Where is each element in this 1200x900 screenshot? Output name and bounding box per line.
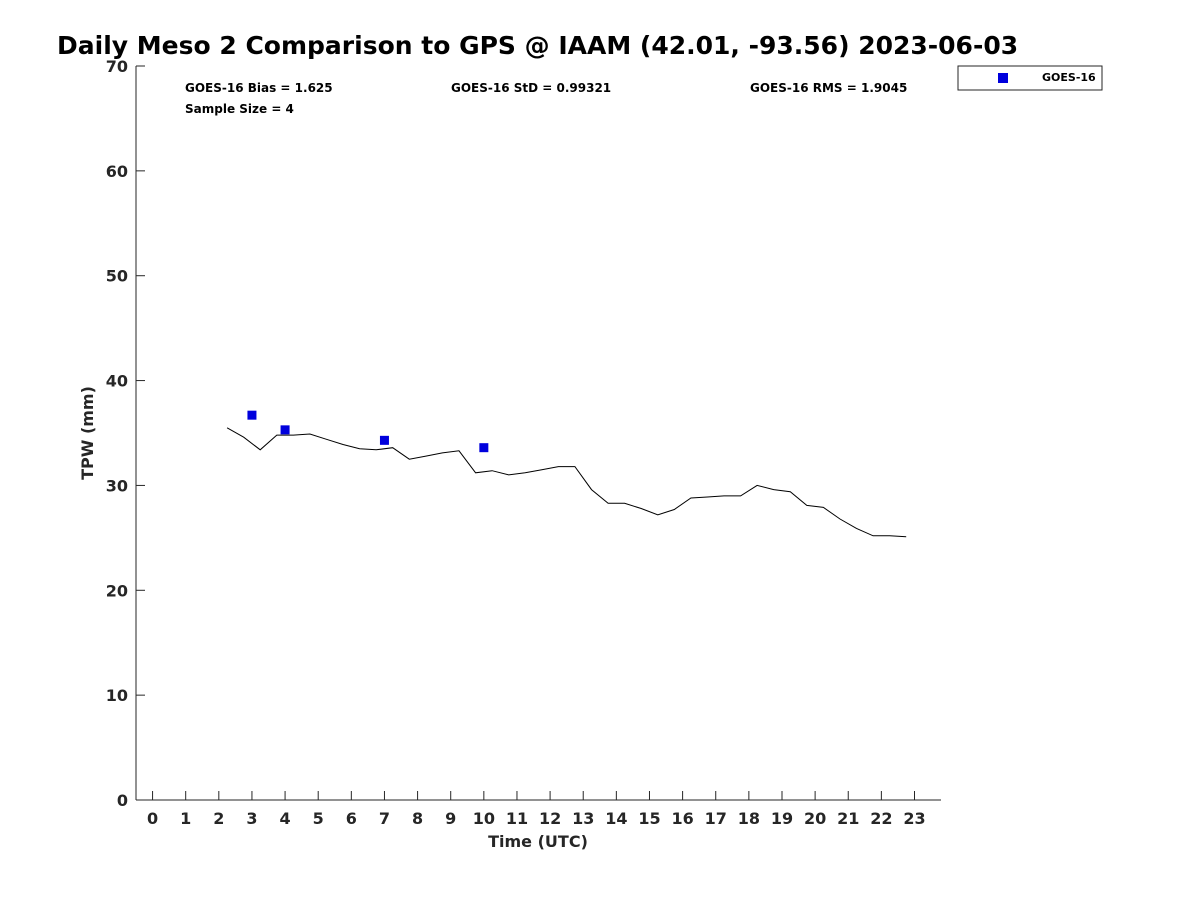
x-tick-label: 23: [903, 809, 925, 828]
x-tick-label: 15: [638, 809, 660, 828]
x-tick-label: 5: [313, 809, 324, 828]
gps-tpw-line: [226, 427, 907, 538]
goes16-point: [379, 435, 389, 445]
x-tick-label: 7: [379, 809, 390, 828]
x-tick-label: 13: [572, 809, 594, 828]
y-tick-label: 10: [106, 686, 128, 705]
x-tick-label: 19: [771, 809, 793, 828]
x-tick-label: 22: [870, 809, 892, 828]
stat-std: GOES-16 StD = 0.99321: [451, 81, 611, 95]
stat-sample-size: Sample Size = 4: [185, 102, 294, 116]
legend-marker-goes16: [998, 73, 1008, 83]
x-tick-label: 12: [539, 809, 561, 828]
x-tick-label: 9: [445, 809, 456, 828]
x-tick-label: 1: [180, 809, 191, 828]
legend-box: [957, 65, 1103, 91]
y-ticks: 0 10 20 30 40 50 60 70: [106, 57, 145, 810]
y-tick-label: 20: [106, 581, 128, 600]
x-tick-label: 20: [804, 809, 826, 828]
x-tick-label: 11: [506, 809, 528, 828]
x-tick-label: 8: [412, 809, 423, 828]
stat-bias: GOES-16 Bias = 1.625: [185, 81, 333, 95]
x-tick-label: 0: [147, 809, 158, 828]
y-axis-label: TPW (mm): [78, 386, 97, 480]
x-axis-label: Time (UTC): [488, 832, 588, 851]
x-tick-label: 16: [671, 809, 693, 828]
x-tick-label: 10: [473, 809, 495, 828]
x-ticks: 0 1 2 3 4 5 6 7 8 9 10 11 12 13 14 15 16 17 18 19 20 21 22 23: [147, 791, 926, 828]
x-tick-label: 2: [213, 809, 224, 828]
x-tick-label: 3: [246, 809, 257, 828]
x-tick-label: 21: [837, 809, 859, 828]
y-tick-label: 60: [106, 162, 128, 181]
series-layer: [226, 410, 907, 538]
y-tick-label: 40: [106, 372, 128, 391]
goes16-point: [479, 443, 489, 453]
x-tick-label: 4: [280, 809, 291, 828]
x-tick-label: 6: [346, 809, 357, 828]
x-tick-label: 18: [738, 809, 760, 828]
x-tick-label: 14: [605, 809, 627, 828]
goes16-point: [280, 425, 290, 435]
y-tick-label: 0: [117, 791, 128, 810]
y-tick-label: 70: [106, 57, 128, 76]
stat-rms: GOES-16 RMS = 1.9045: [750, 81, 907, 95]
y-tick-label: 30: [106, 476, 128, 495]
x-tick-label: 17: [705, 809, 727, 828]
y-tick-label: 50: [106, 267, 128, 286]
plot-area: [135, 66, 941, 801]
legend: GOES-16: [957, 65, 1103, 91]
legend-label-goes16: GOES-16: [1042, 71, 1096, 84]
goes16-point: [247, 410, 257, 420]
chart-title: Daily Meso 2 Comparison to GPS @ IAAM (4…: [57, 31, 1018, 60]
